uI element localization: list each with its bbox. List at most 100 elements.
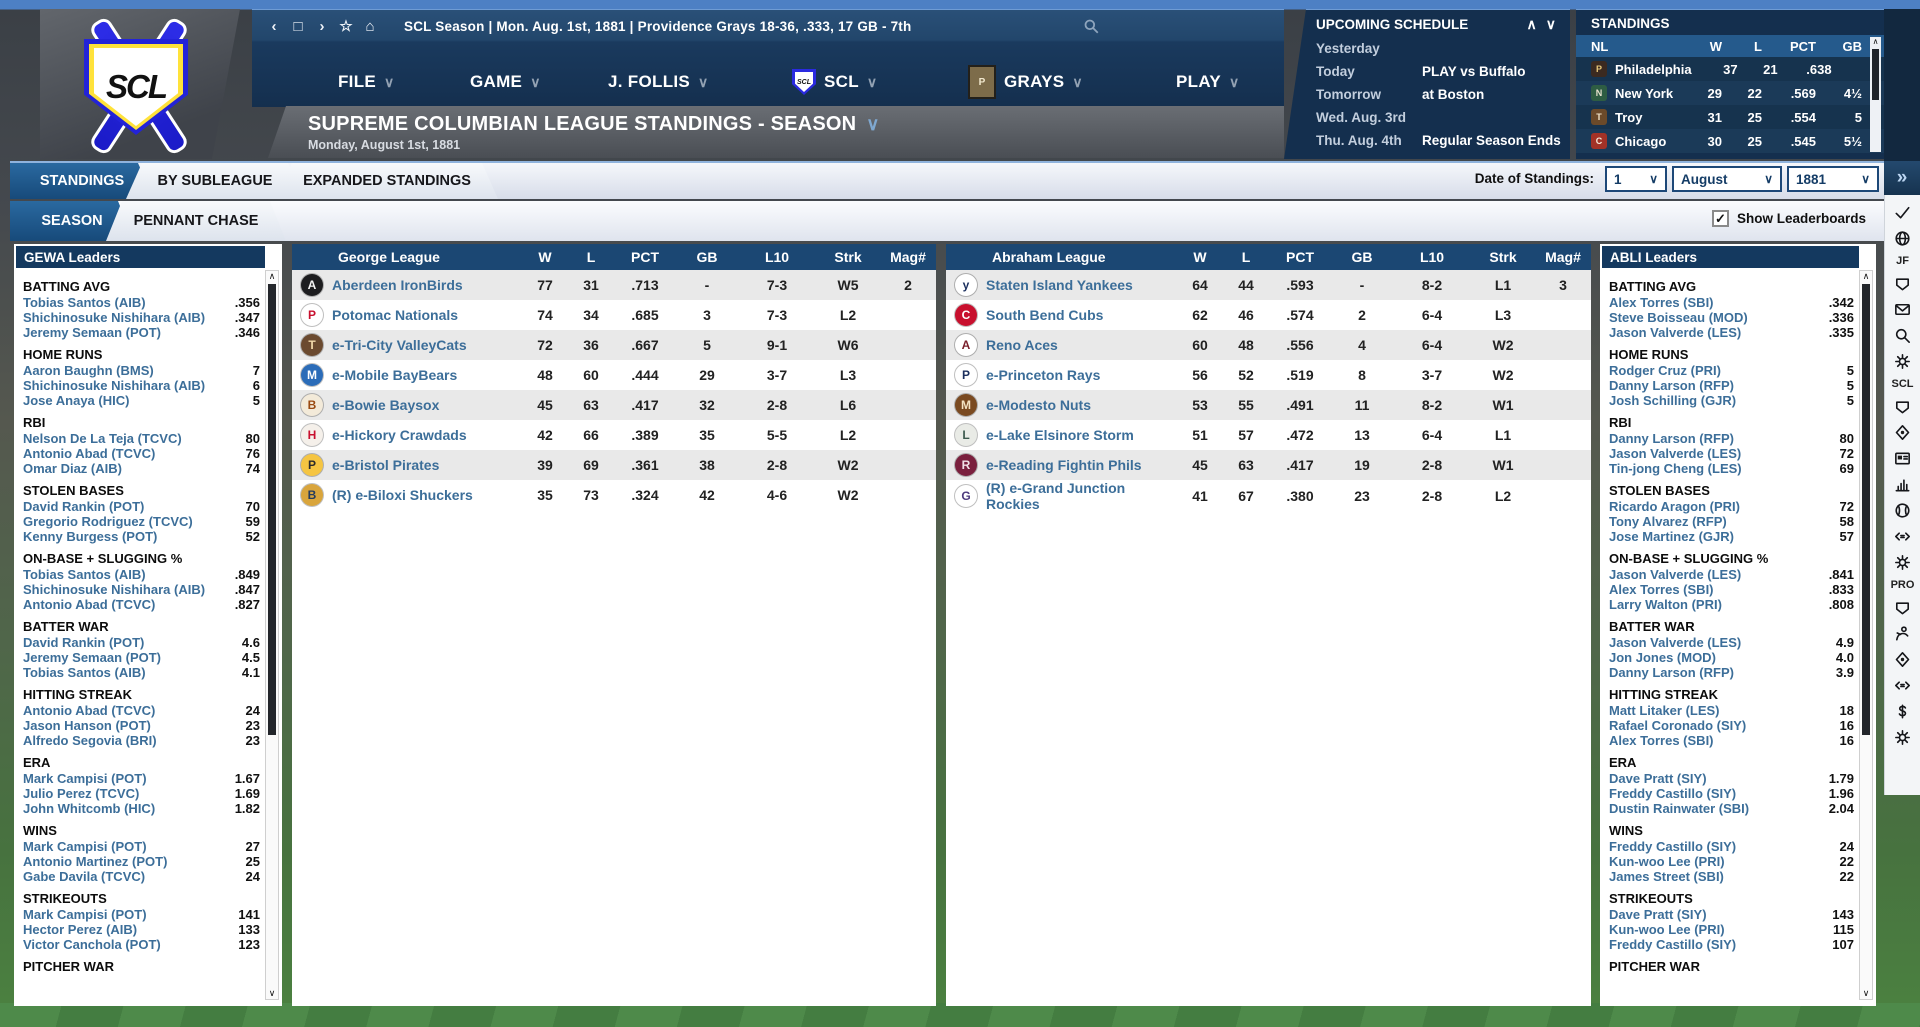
tags-icon[interactable] [1893,527,1912,546]
player-name[interactable]: Danny Larson (RFP) [1609,665,1734,680]
day-select[interactable]: 1 ∨ [1605,166,1667,192]
page-title[interactable]: SUPREME COLUMBIAN LEAGUE STANDINGS - SEA… [308,113,880,135]
leader-row[interactable]: Gregorio Rodriguez (TCVC) 59 [23,514,260,529]
leader-row[interactable]: Kun-woo Lee (PRI) 115 [1609,922,1854,937]
panel-scrollbar[interactable]: ∧ ∨ [265,270,279,1000]
team-row[interactable]: A Reno Aces 60 48 .556 4 6-4 W2 [946,330,1591,360]
player-name[interactable]: Alfredo Segovia (BRI) [23,733,157,748]
mini-standings-row[interactable]: T Troy 31 25 .554 5 [1576,105,1884,129]
leader-row[interactable]: Freddy Castillo (SIY) 107 [1609,937,1854,952]
schedule-row[interactable]: Tomorrow at Boston [1284,83,1570,106]
player-name[interactable]: Kun-woo Lee (PRI) [1609,922,1725,937]
player-name[interactable]: Antonio Abad (TCVC) [23,446,156,461]
leader-row[interactable]: Aaron Baughn (BMS) 7 [23,363,260,378]
team-name[interactable]: (R) e-Grand Junction Rockies [986,480,1126,512]
team-name[interactable]: Aberdeen IronBirds [332,277,463,293]
player-name[interactable]: Rodger Cruz (PRI) [1609,363,1721,378]
team-row[interactable]: L e-Lake Elsinore Storm 51 57 .472 13 6-… [946,420,1591,450]
leader-row[interactable]: Danny Larson (RFP) 80 [1609,431,1854,446]
player-name[interactable]: Shichinosuke Nishihara (AIB) [23,582,206,597]
mini-standings-scrollbar[interactable]: ∧ [1870,37,1881,152]
team-row[interactable]: P Potomac Nationals 74 34 .685 3 7-3 L2 [292,300,936,330]
player-name[interactable]: Shichinosuke Nishihara (AIB) [23,310,206,325]
leader-row[interactable]: Gabe Davila (TCVC) 24 [23,869,260,884]
panel-scrollbar[interactable]: ∧ ∨ [1859,270,1873,1000]
menu-scl[interactable]: SCL SCL ∨ [792,62,877,102]
team-name[interactable]: Potomac Nationals [332,307,459,323]
team-row[interactable]: G (R) e-Grand Junction Rockies 41 67 .38… [946,480,1591,512]
menu-manager[interactable]: J. FOLLIS ∨ [608,62,708,102]
gear-icon[interactable] [1893,553,1912,572]
menu-grays[interactable]: P GRAYS ∨ [968,62,1083,102]
player-name[interactable]: Omar Diaz (AIB) [23,461,122,476]
home-icon[interactable] [1893,598,1912,617]
team-name[interactable]: e-Bowie Baysox [332,397,440,413]
globe-icon[interactable] [1893,229,1912,248]
team-row[interactable]: T e-Tri-City ValleyCats 72 36 .667 5 9-1… [292,330,936,360]
leader-row[interactable]: Tobias Santos (AIB) 4.1 [23,665,260,680]
leader-row[interactable]: David Rankin (POT) 4.6 [23,635,260,650]
leader-row[interactable]: Jason Valverde (LES) .335 [1609,325,1854,340]
leader-row[interactable]: Mark Campisi (POT) 1.67 [23,771,260,786]
leader-row[interactable]: Omar Diaz (AIB) 74 [23,461,260,476]
scroll-down-icon[interactable]: ∨ [1545,16,1556,32]
scroll-down-icon[interactable]: ∨ [268,988,276,998]
player-name[interactable]: Mark Campisi (POT) [23,771,147,786]
player-name[interactable]: Kun-woo Lee (PRI) [1609,854,1725,869]
team-name[interactable]: e-Lake Elsinore Storm [986,427,1134,443]
leader-row[interactable]: Jason Valverde (LES) 4.9 [1609,635,1854,650]
player-name[interactable]: Jose Martinez (GJR) [1609,529,1734,544]
player-name[interactable]: David Rankin (POT) [23,635,145,650]
team-name[interactable]: Chicago [1615,133,1667,149]
team-row[interactable]: H e-Hickory Crawdads 42 66 .389 35 5-5 L… [292,420,936,450]
leader-row[interactable]: Dave Pratt (SIY) 1.79 [1609,771,1854,786]
player-name[interactable]: Jeremy Semaan (POT) [23,325,162,340]
player-name[interactable]: Julio Perez (TCVC) [23,786,140,801]
leader-row[interactable]: Antonio Martinez (POT) 25 [23,854,260,869]
team-row[interactable]: P e-Princeton Rays 56 52 .519 8 3-7 W2 [946,360,1591,390]
player-name[interactable]: Mark Campisi (POT) [23,839,147,854]
team-name[interactable]: Staten Island Yankees [986,277,1133,293]
leader-row[interactable]: Antonio Abad (TCVC) 24 [23,703,260,718]
checkbox[interactable]: ✓ [1712,210,1729,227]
team-row[interactable]: B e-Bowie Baysox 45 63 .417 32 2-8 L6 [292,390,936,420]
gear-icon[interactable] [1893,352,1912,371]
mini-standings-row[interactable]: C Chicago 30 25 .545 5½ [1576,129,1884,153]
player-name[interactable]: Tobias Santos (AIB) [23,665,146,680]
leader-row[interactable]: Kenny Burgess (POT) 52 [23,529,260,544]
leader-row[interactable]: Larry Walton (PRI) .808 [1609,597,1854,612]
team-row[interactable]: C South Bend Cubs 62 46 .574 2 6-4 L3 [946,300,1591,330]
leader-row[interactable]: Alfredo Segovia (BRI) 23 [23,733,260,748]
team-row[interactable]: M e-Modesto Nuts 53 55 .491 11 8-2 W1 [946,390,1591,420]
player-name[interactable]: Freddy Castillo (SIY) [1609,786,1737,801]
schedule-row[interactable]: Today PLAY vs Buffalo [1284,60,1570,83]
leader-row[interactable]: Alex Torres (SBI) .342 [1609,295,1854,310]
leader-row[interactable]: Tobias Santos (AIB) .356 [23,295,260,310]
scrollbar-thumb[interactable] [268,284,276,736]
player-name[interactable]: Rafael Coronado (SIY) [1609,718,1747,733]
player-name[interactable]: Hector Perez (AIB) [23,922,138,937]
scroll-up-icon[interactable]: ∧ [1862,271,1870,281]
schedule-row[interactable]: Yesterday [1284,37,1570,60]
player-name[interactable]: Larry Walton (PRI) [1609,597,1722,612]
team-row[interactable]: y Staten Island Yankees 64 44 .593 - 8-2… [946,270,1591,300]
player-name[interactable]: Alex Torres (SBI) [1609,295,1714,310]
mail-icon[interactable] [1893,300,1912,319]
leader-row[interactable]: Dave Pratt (SIY) 143 [1609,907,1854,922]
player-name[interactable]: Ricardo Aragon (PRI) [1609,499,1740,514]
player-name[interactable]: Kenny Burgess (POT) [23,529,158,544]
player-name[interactable]: Dave Pratt (SIY) [1609,907,1707,922]
player-name[interactable]: David Rankin (POT) [23,499,145,514]
leader-row[interactable]: Mark Campisi (POT) 141 [23,907,260,922]
leader-row[interactable]: Josh Schilling (GJR) 5 [1609,393,1854,408]
team-name[interactable]: e-Mobile BayBears [332,367,458,383]
back-icon[interactable]: ‹ [271,17,277,35]
tags-icon[interactable] [1893,676,1912,695]
team-name[interactable]: e-Reading Fightin Phils [986,457,1142,473]
baseball-icon[interactable] [1893,501,1912,520]
team-row[interactable]: A Aberdeen IronBirds 77 31 .713 - 7-3 W5… [292,270,936,300]
player-name[interactable]: Mark Campisi (POT) [23,907,147,922]
team-name[interactable]: New York [1615,85,1674,101]
team-row[interactable]: R e-Reading Fightin Phils 45 63 .417 19 … [946,450,1591,480]
home-icon[interactable] [1893,274,1912,293]
